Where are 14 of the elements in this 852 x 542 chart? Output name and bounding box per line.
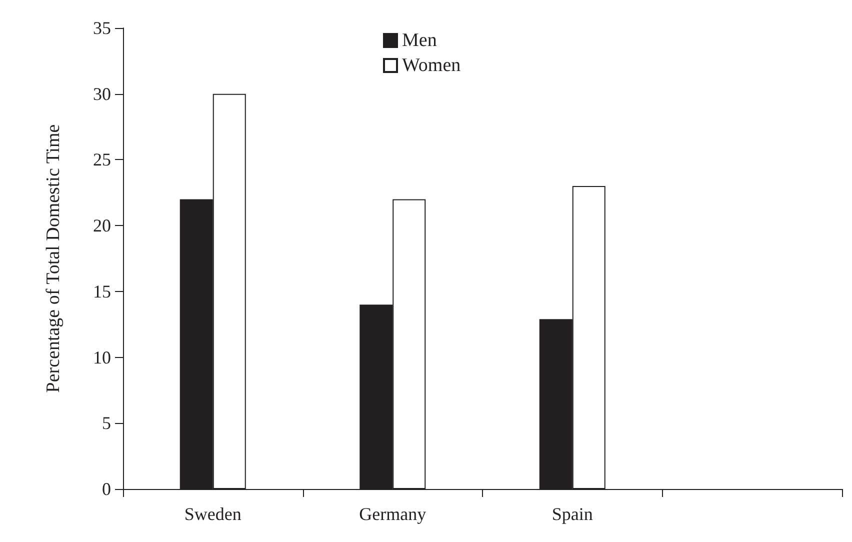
y-tick-label: 25 [93, 150, 111, 170]
y-tick-label: 15 [93, 281, 111, 302]
x-tick-label: Sweden [184, 504, 242, 524]
y-tick-label: 35 [93, 18, 111, 38]
y-tick-label: 10 [93, 347, 111, 368]
y-tick-label: 20 [93, 216, 111, 236]
y-tick-label: 0 [102, 479, 111, 499]
y-tick-label: 30 [93, 84, 111, 104]
legend-label: Men [402, 30, 438, 51]
x-tick-label: Spain [552, 504, 593, 524]
y-tick-label: 5 [102, 413, 111, 434]
legend-label: Women [402, 55, 462, 76]
y-axis-title: Percentage of Total Domestic Time [43, 124, 64, 393]
x-tick-label: Germany [359, 504, 426, 524]
